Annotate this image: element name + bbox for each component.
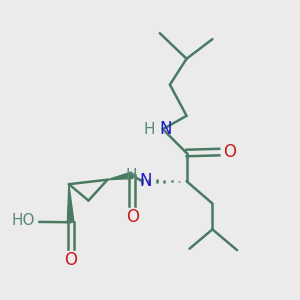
Polygon shape <box>68 184 74 222</box>
Text: HO: HO <box>11 213 35 228</box>
Text: H: H <box>125 168 137 183</box>
Text: O: O <box>223 143 236 161</box>
Text: N: N <box>160 120 172 138</box>
Text: H: H <box>144 122 155 137</box>
Text: O: O <box>126 208 139 226</box>
Text: N: N <box>139 172 152 190</box>
Text: O: O <box>64 251 77 269</box>
Polygon shape <box>107 172 133 180</box>
